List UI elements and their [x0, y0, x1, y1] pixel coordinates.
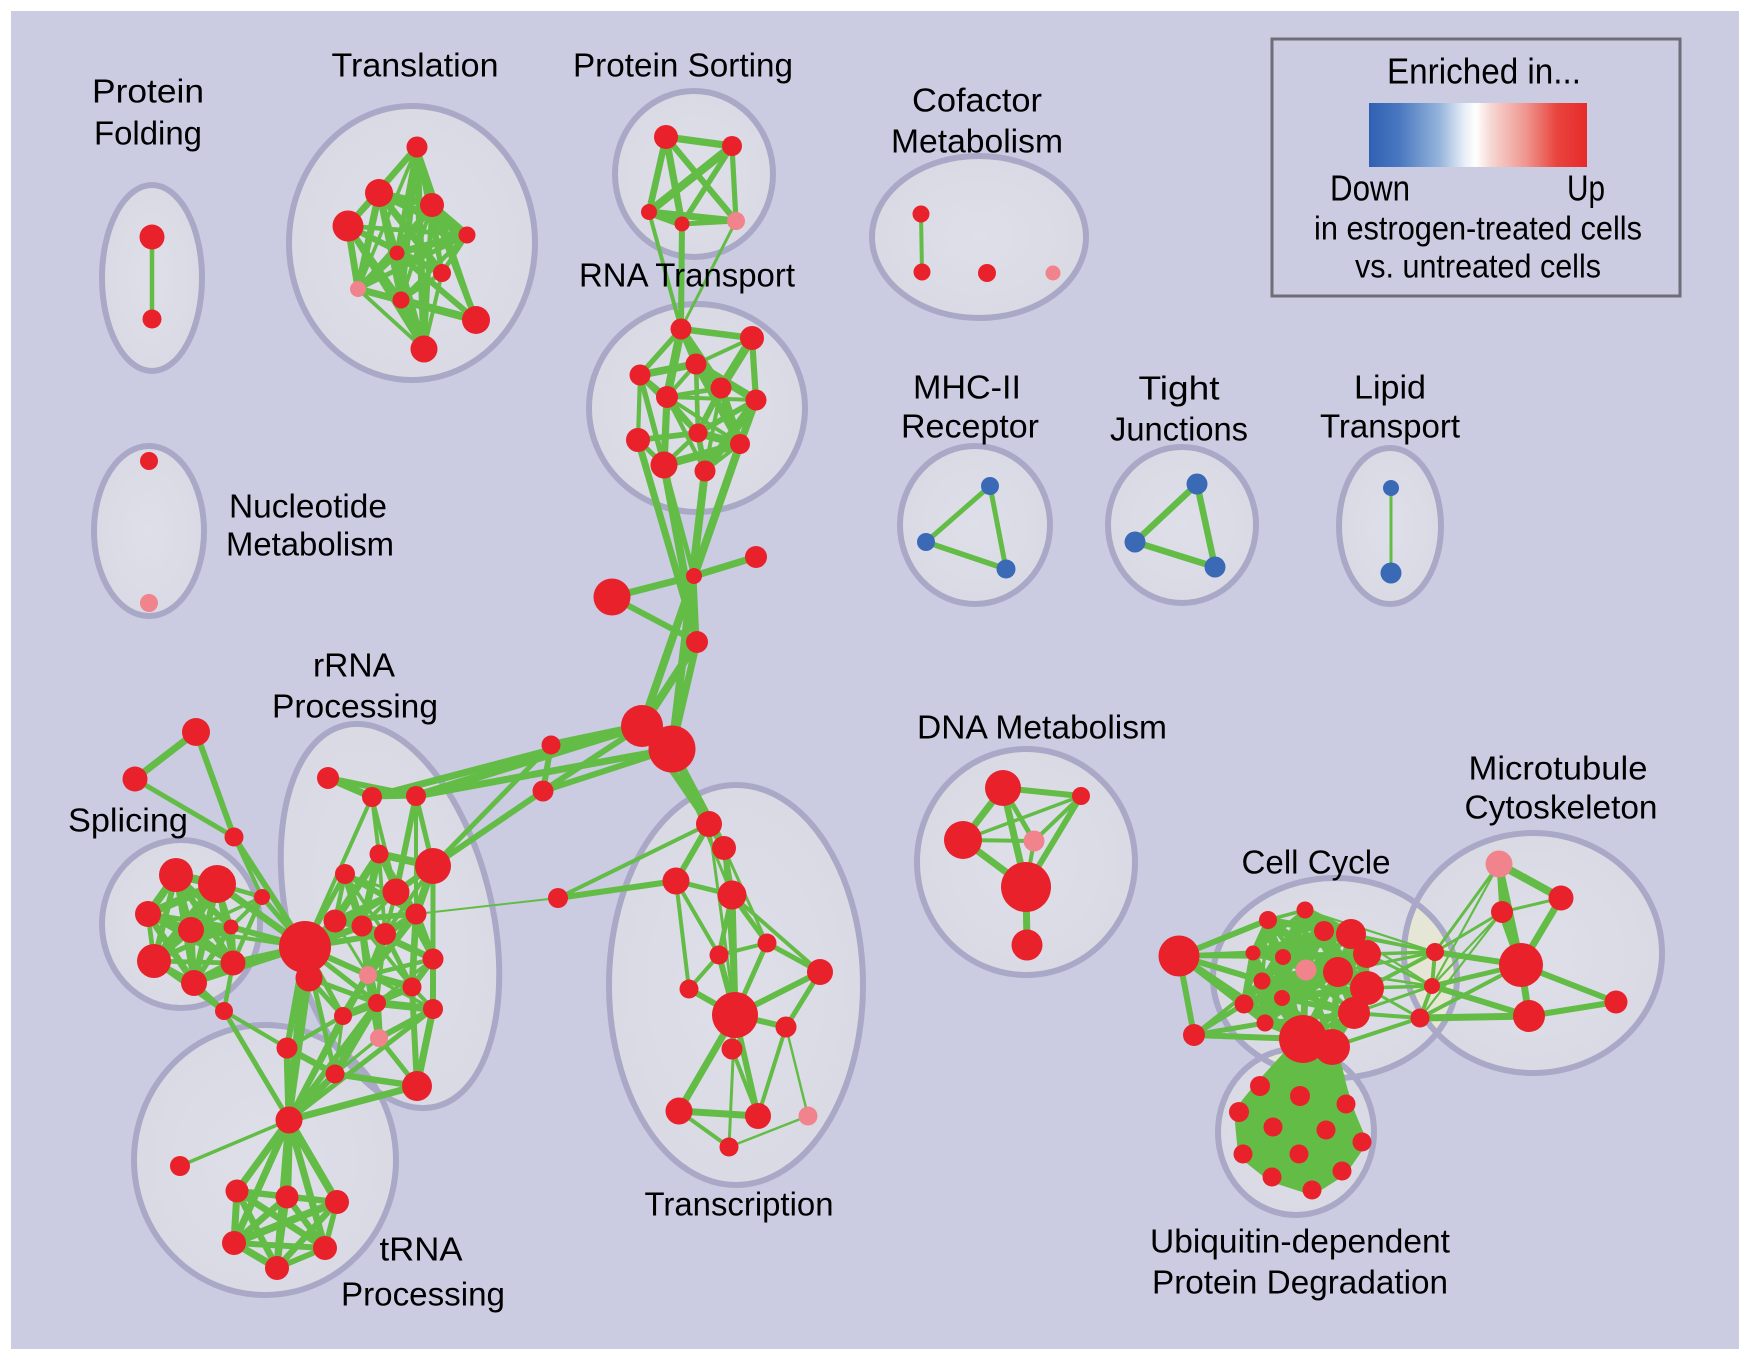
svg-text:Cytoskeleton: Cytoskeleton — [1465, 789, 1658, 826]
svg-text:Protein Degradation: Protein Degradation — [1152, 1264, 1448, 1301]
svg-text:Cell Cycle: Cell Cycle — [1242, 844, 1391, 881]
svg-text:Nucleotide: Nucleotide — [229, 488, 387, 525]
svg-text:DNA Metabolism: DNA Metabolism — [917, 709, 1167, 746]
svg-text:Receptor: Receptor — [901, 408, 1039, 445]
svg-text:tRNA: tRNA — [380, 1231, 463, 1268]
svg-text:Processing: Processing — [341, 1276, 505, 1313]
svg-text:Protein: Protein — [92, 73, 204, 110]
svg-text:Cofactor: Cofactor — [912, 82, 1042, 119]
svg-text:rRNA: rRNA — [313, 647, 395, 684]
svg-text:vs. untreated cells: vs. untreated cells — [1355, 248, 1601, 285]
svg-text:Tight: Tight — [1139, 370, 1220, 407]
svg-text:Up: Up — [1567, 168, 1605, 209]
svg-text:Metabolism: Metabolism — [891, 123, 1063, 160]
svg-text:Ubiquitin-dependent: Ubiquitin-dependent — [1150, 1223, 1450, 1260]
svg-text:in estrogen-treated cells: in estrogen-treated cells — [1314, 210, 1642, 247]
svg-text:Enriched in...: Enriched in... — [1387, 51, 1581, 92]
svg-text:Down: Down — [1330, 168, 1410, 209]
svg-text:Metabolism: Metabolism — [226, 526, 394, 563]
svg-text:Lipid: Lipid — [1354, 369, 1426, 406]
svg-text:Protein Sorting: Protein Sorting — [573, 47, 793, 84]
svg-text:Splicing: Splicing — [68, 802, 188, 839]
svg-text:Folding: Folding — [94, 115, 202, 152]
svg-text:Translation: Translation — [332, 47, 499, 84]
svg-text:Processing: Processing — [272, 688, 438, 725]
svg-text:Microtubule: Microtubule — [1469, 750, 1648, 787]
svg-text:RNA Transport: RNA Transport — [579, 257, 795, 294]
svg-text:Junctions: Junctions — [1110, 411, 1248, 448]
svg-text:MHC-II: MHC-II — [913, 369, 1021, 406]
svg-text:Transport: Transport — [1320, 408, 1460, 445]
svg-text:Transcription: Transcription — [645, 1186, 834, 1223]
